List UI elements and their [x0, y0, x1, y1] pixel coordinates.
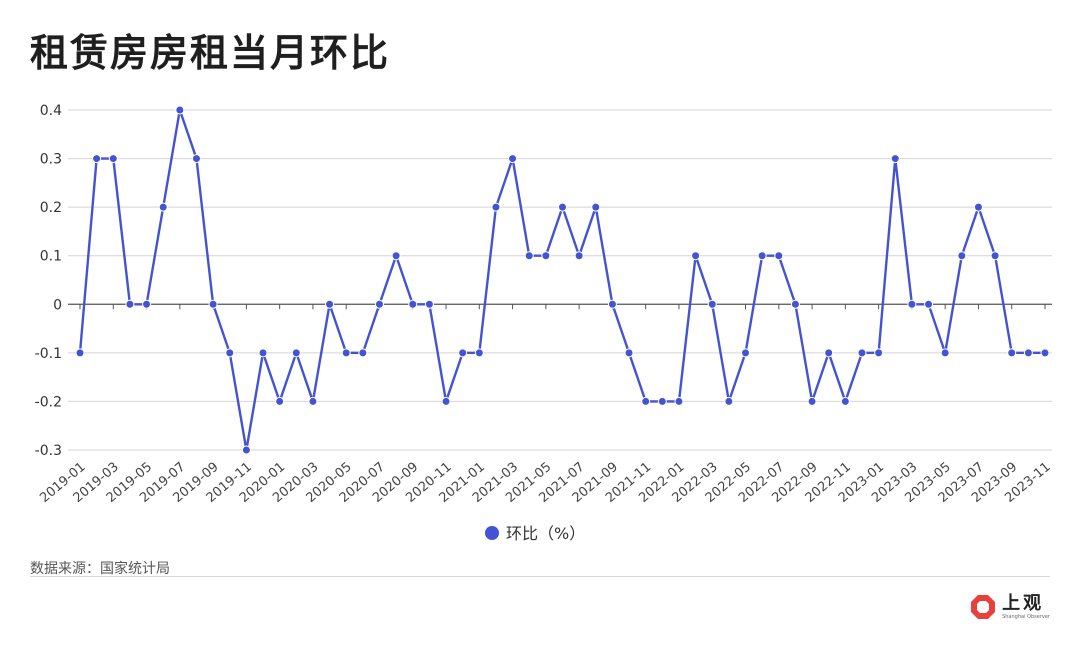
data-point — [691, 251, 701, 261]
chart-title: 租赁房房租当月环比 — [30, 31, 391, 75]
data-point — [1040, 348, 1050, 358]
x-axis-ticks: 2019-012019-032019-052019-072019-092019-… — [37, 460, 1053, 506]
y-tick-label: -0.3 — [35, 443, 62, 459]
logo-name: 上观 — [1002, 592, 1045, 614]
data-point — [973, 202, 983, 212]
data-point — [142, 299, 152, 309]
data-point — [175, 105, 185, 115]
data-point — [524, 251, 534, 261]
data-point — [458, 348, 468, 358]
data-point — [508, 154, 518, 164]
data-point — [657, 396, 667, 406]
legend-marker — [485, 526, 499, 540]
data-point — [441, 396, 451, 406]
data-point — [574, 251, 584, 261]
data-point — [374, 299, 384, 309]
data-point — [1023, 348, 1033, 358]
data-point — [424, 299, 434, 309]
source-note: 数据来源：国家统计局 — [30, 561, 170, 577]
data-point — [474, 348, 484, 358]
data-point — [840, 396, 850, 406]
y-tick-label: 0 — [53, 297, 62, 313]
series-points — [75, 105, 1050, 455]
data-point — [291, 348, 301, 358]
data-point — [674, 396, 684, 406]
data-point — [807, 396, 817, 406]
data-point — [191, 154, 201, 164]
brand-logo: 上观 Shanghai Observer — [970, 594, 1050, 620]
grid-lines — [68, 109, 1052, 451]
data-point — [391, 251, 401, 261]
data-point — [607, 299, 617, 309]
data-point — [957, 251, 967, 261]
data-point — [408, 299, 418, 309]
data-point — [790, 299, 800, 309]
data-point — [757, 251, 767, 261]
data-point — [558, 202, 567, 212]
series-line-path — [78, 108, 1045, 452]
data-point — [275, 396, 285, 406]
data-point — [874, 348, 884, 358]
data-point — [75, 348, 85, 358]
logo-subtitle: Shanghai Observer — [1002, 613, 1050, 620]
data-point — [707, 299, 717, 309]
data-point — [940, 348, 950, 358]
legend: 环比（%） — [485, 524, 585, 543]
data-point — [125, 299, 135, 309]
logo-icon — [971, 595, 996, 619]
data-point — [208, 299, 218, 309]
data-point — [890, 154, 900, 164]
data-point — [924, 299, 934, 309]
data-point — [491, 202, 501, 212]
data-point — [907, 299, 917, 309]
data-point — [308, 396, 318, 406]
y-tick-label: 0.2 — [40, 200, 62, 216]
y-tick-label: 0.3 — [40, 152, 62, 168]
y-tick-label: -0.1 — [35, 346, 62, 362]
line-chart: 0.4 0.3 0.2 0.1 0 -0.1 -0.2 -0.3 2019-012019-03… — [35, 103, 1054, 543]
data-point — [108, 154, 118, 164]
data-point — [624, 348, 634, 358]
y-tick-label: 0.4 — [40, 103, 62, 119]
data-point — [774, 251, 784, 261]
y-axis-ticks: 0.4 0.3 0.2 0.1 0 -0.1 -0.2 -0.3 — [35, 103, 62, 459]
data-point — [741, 348, 751, 358]
data-point — [241, 445, 251, 455]
data-point — [857, 348, 867, 358]
data-point — [990, 251, 1000, 261]
series-line — [78, 108, 1045, 452]
legend-label: 环比（%） — [506, 524, 585, 543]
data-point — [158, 202, 168, 212]
data-point — [1007, 348, 1017, 358]
data-point — [225, 348, 235, 358]
data-point — [92, 154, 102, 164]
y-tick-label: 0.1 — [40, 249, 62, 265]
y-tick-label: -0.2 — [35, 394, 62, 410]
data-point — [824, 348, 834, 358]
data-point — [591, 202, 601, 212]
data-point — [541, 251, 551, 261]
data-point — [641, 396, 651, 406]
data-point — [341, 348, 351, 358]
data-point — [258, 348, 268, 358]
data-point — [358, 348, 368, 358]
data-point — [724, 396, 734, 406]
data-point — [325, 299, 335, 309]
divider — [30, 576, 1050, 577]
